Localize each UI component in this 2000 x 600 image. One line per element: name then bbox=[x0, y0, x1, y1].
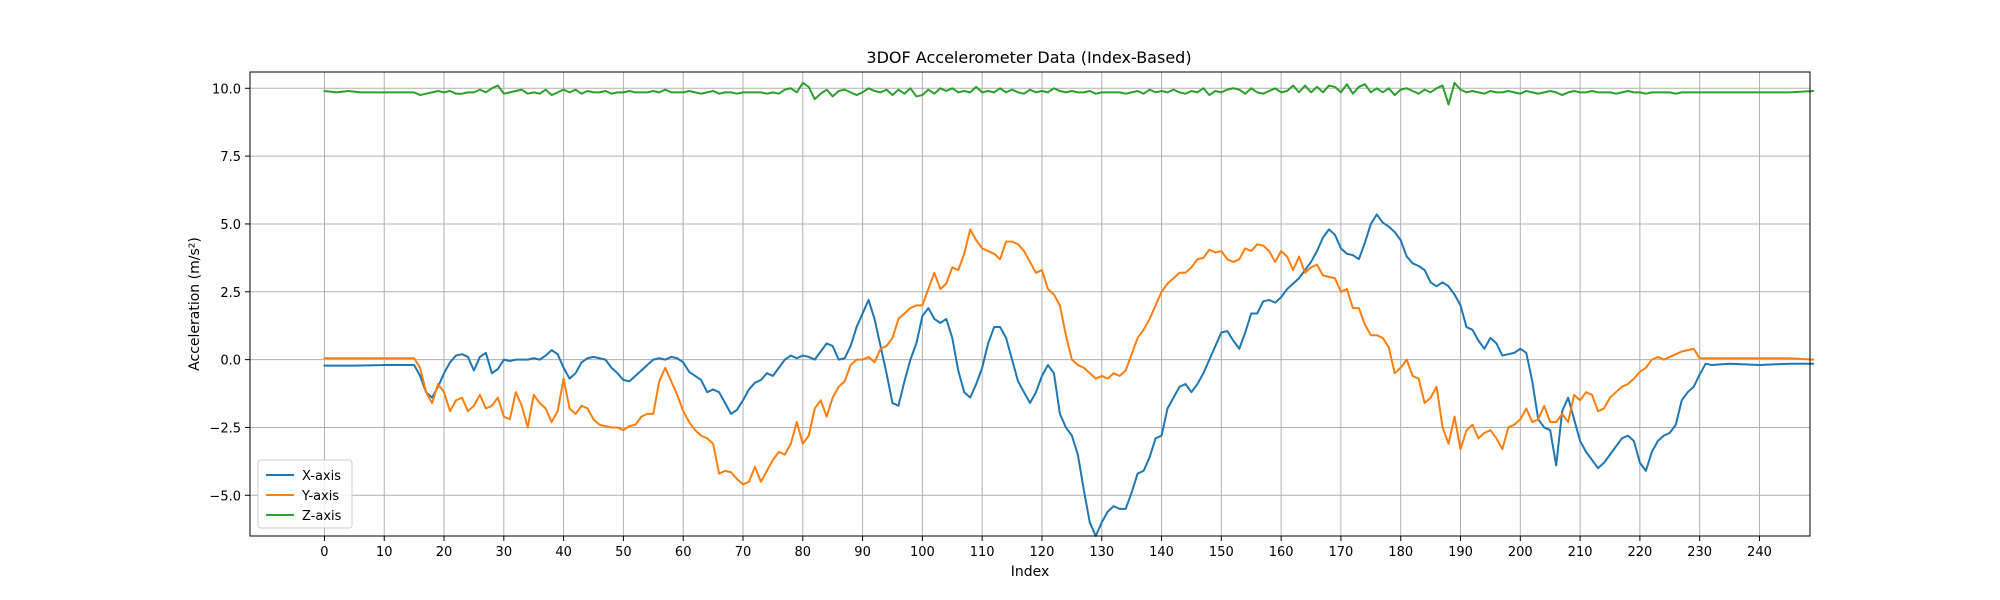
series-line-y-axis bbox=[323, 228, 1815, 486]
grid-lines bbox=[250, 72, 1810, 536]
y-tick-label: −2.5 bbox=[209, 421, 241, 436]
x-tick-label: 90 bbox=[854, 545, 871, 560]
x-tick-label: 0 bbox=[320, 545, 328, 560]
x-tick-label: 210 bbox=[1568, 545, 1593, 560]
x-tick-label: 200 bbox=[1508, 545, 1533, 560]
legend: X-axis Y-axis Z-axis bbox=[257, 459, 353, 529]
y-tick-label: 2.5 bbox=[220, 286, 241, 301]
series-line-x-axis bbox=[323, 213, 1815, 537]
x-tick-label: 80 bbox=[795, 545, 812, 560]
chart-title: 3DOF Accelerometer Data (Index-Based) bbox=[866, 48, 1191, 67]
x-tick-label: 240 bbox=[1747, 545, 1772, 560]
x-tick-label: 30 bbox=[496, 545, 513, 560]
x-tick-label: 50 bbox=[615, 545, 632, 560]
x-axis-label: Index bbox=[1011, 564, 1050, 580]
x-tick-label: 190 bbox=[1448, 545, 1473, 560]
data-series bbox=[323, 81, 1815, 537]
x-tick-label: 40 bbox=[555, 545, 572, 560]
y-tick-label: 10.0 bbox=[212, 82, 241, 97]
x-tick-label: 220 bbox=[1627, 545, 1652, 560]
y-tick-label: 0.0 bbox=[220, 354, 241, 369]
y-axis-label: Acceleration (m/s²) bbox=[187, 237, 203, 371]
x-tick-label: 170 bbox=[1329, 545, 1354, 560]
x-axis-ticks: 0 10 20 30 40 50 60 70 80 90 100 110 120 130 140 150 160… bbox=[320, 536, 1772, 560]
x-tick-label: 230 bbox=[1687, 545, 1712, 560]
y-tick-label: 7.5 bbox=[220, 150, 241, 165]
legend-box bbox=[257, 459, 353, 529]
x-tick-label: 180 bbox=[1388, 545, 1413, 560]
x-tick-label: 150 bbox=[1209, 545, 1234, 560]
legend-label: Z-axis bbox=[302, 509, 342, 524]
series-line-z-axis bbox=[323, 81, 1815, 106]
x-tick-label: 10 bbox=[376, 545, 393, 560]
x-tick-label: 110 bbox=[970, 545, 995, 560]
x-tick-label: 120 bbox=[1030, 545, 1055, 560]
x-tick-label: 60 bbox=[675, 545, 692, 560]
x-tick-label: 140 bbox=[1149, 545, 1174, 560]
y-axis-ticks: −5.0 −2.5 0.0 2.5 5.0 7.5 10.0 bbox=[209, 82, 250, 504]
x-tick-label: 70 bbox=[735, 545, 752, 560]
plot-area-frame bbox=[249, 71, 1811, 537]
y-tick-label: 5.0 bbox=[220, 218, 241, 233]
legend-label: X-axis bbox=[302, 469, 341, 484]
x-tick-label: 100 bbox=[910, 545, 935, 560]
x-tick-label: 20 bbox=[436, 545, 453, 560]
x-tick-label: 160 bbox=[1269, 545, 1294, 560]
legend-label: Y-axis bbox=[301, 489, 339, 504]
x-tick-label: 130 bbox=[1089, 545, 1114, 560]
y-tick-label: −5.0 bbox=[209, 489, 241, 504]
